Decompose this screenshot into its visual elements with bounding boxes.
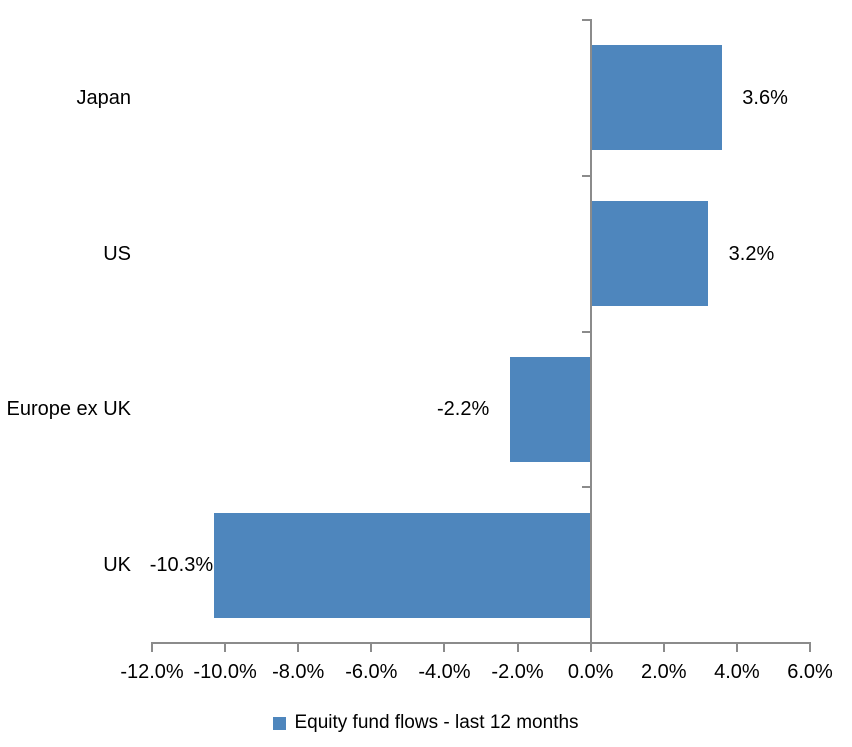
bar-us [590,201,708,307]
category-label: Japan [76,86,132,109]
value-axis-tick-label: -6.0% [345,661,398,683]
category-label: US [103,242,131,265]
value-axis-tick-label: -12.0% [120,661,184,683]
value-axis-tick-label: 0.0% [567,661,614,683]
category-label: UK [103,554,131,577]
value-axis-tick-label: -2.0% [491,661,544,683]
value-axis-tick-label: 2.0% [640,661,687,683]
value-axis-tick [224,642,227,652]
category-axis-tick [581,486,591,489]
value-axis-tick [735,642,738,652]
bar-japan [590,45,723,151]
bar-uk [214,512,591,618]
value-axis-tick [809,642,811,652]
legend-label: Equity fund flows - last 12 months [294,712,579,733]
value-axis-tick [297,642,300,652]
value-axis-tick-label: -8.0% [272,661,325,683]
data-label: -2.2% [436,398,490,421]
bar-europe-ex-uk [510,356,591,462]
category-label: Europe ex UK [6,398,131,421]
legend-series-swatch-icon [273,716,287,730]
category-axis-tick [581,174,591,177]
value-axis-tick [516,642,519,652]
category-axis-tick [581,19,591,21]
value-axis-tick [589,642,592,652]
value-axis-tick-label: -4.0% [418,661,471,683]
value-axis-line [151,642,811,644]
value-axis-tick [443,642,446,652]
value-axis-tick [662,642,665,652]
value-axis-tick-label: 4.0% [714,661,760,683]
data-label: 3.2% [728,242,775,265]
data-label: -10.3% [149,554,214,577]
value-axis-tick [370,642,373,652]
category-axis-tick [581,330,591,333]
category-axis-line [589,19,592,643]
value-axis-tick [151,642,153,652]
value-axis-tick-label: 6.0% [787,661,833,683]
value-axis-tick-label: -10.0% [193,661,257,683]
data-label: 3.6% [742,86,788,109]
legend: Equity fund flows - last 12 months [0,711,852,735]
